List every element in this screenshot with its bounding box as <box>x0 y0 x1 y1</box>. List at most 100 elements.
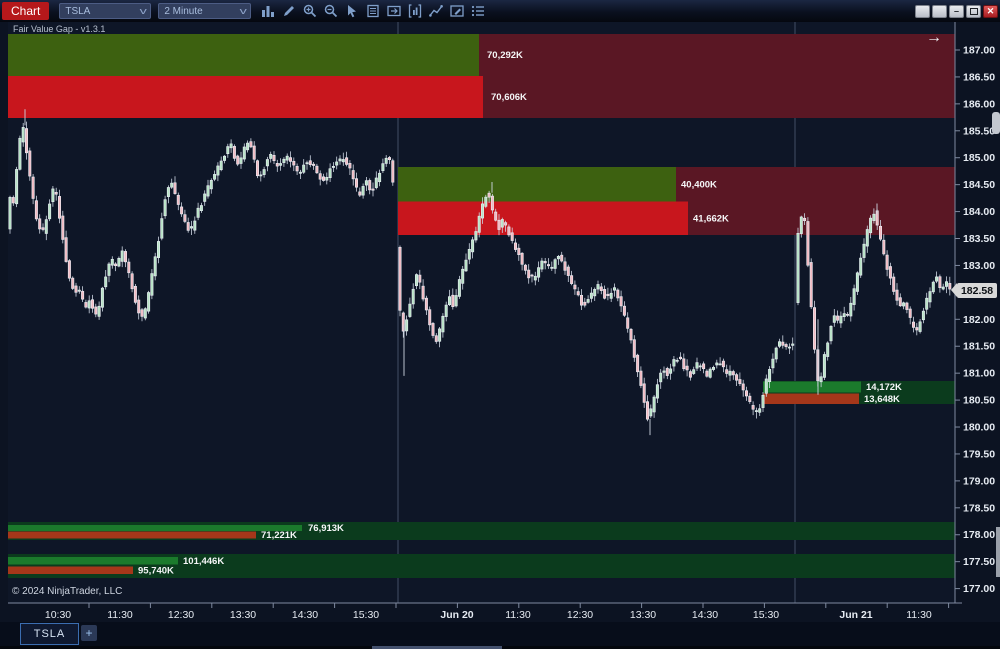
titlebar: Chart TSLA v 2 Minute v – ✕ <box>0 0 1000 22</box>
price-axis-label: 180.50 <box>963 395 995 407</box>
price-axis-label: 177.50 <box>963 556 995 568</box>
fvg-volume-label: 71,221K <box>261 530 297 541</box>
chart-trader-icon[interactable] <box>407 3 423 19</box>
window-buttons: – ✕ <box>915 4 998 18</box>
chevron-down-icon: v <box>239 6 247 16</box>
time-axis-label: 15:30 <box>353 609 379 621</box>
time-axis-label: 15:30 <box>753 609 779 621</box>
price-axis-label: 186.50 <box>963 71 995 83</box>
fvg-bearish-bar <box>398 201 688 235</box>
fvg-bullish-bar <box>763 381 861 393</box>
scroll-to-latest-arrow-icon[interactable]: → <box>926 29 942 46</box>
fvg-bearish-bar <box>8 566 133 574</box>
blank-button-2[interactable] <box>932 4 947 18</box>
time-axis-label: 11:30 <box>906 609 932 621</box>
zoom-out-icon[interactable] <box>323 3 339 19</box>
drawing-tools-icon[interactable] <box>281 3 297 19</box>
price-axis[interactable]: 187.00 186.50 186.00 185.50 185.00 184.50 184.… <box>955 45 995 596</box>
time-axis-label: 11:30 <box>505 609 531 621</box>
time-axis-label: Jun 21 <box>839 609 872 621</box>
price-axis-label: 185.50 <box>963 125 995 137</box>
fvg-zone-upper-gap: 70,292K 70,606K <box>8 34 955 118</box>
price-axis-label: 177.00 <box>963 583 995 595</box>
time-axis-label: Jun 20 <box>440 609 473 621</box>
toolbar <box>260 3 486 19</box>
fvg-volume-label: 13,648K <box>864 394 900 405</box>
fvg-volume-label: 70,292K <box>487 50 523 61</box>
price-axis-label: 183.00 <box>963 260 995 272</box>
fvg-volume-label: 76,913K <box>308 523 344 534</box>
time-axis-label: 10:30 <box>45 609 71 621</box>
time-axis-label: 14:30 <box>292 609 318 621</box>
chevron-down-icon: v <box>139 6 147 16</box>
price-axis-label: 186.00 <box>963 98 995 110</box>
price-axis-label: 179.50 <box>963 448 995 460</box>
minimize-button[interactable]: – <box>949 4 964 18</box>
fvg-volume-label: 41,662K <box>693 213 729 224</box>
fvg-volume-label: 95,740K <box>138 565 174 576</box>
fvg-bullish-bar <box>398 167 676 202</box>
bottom-tabbar: TSLA + <box>0 622 1000 646</box>
price-axis-label: 182.00 <box>963 314 995 326</box>
trend-line-icon[interactable] <box>428 3 444 19</box>
interval-selector-value: 2 Minute <box>164 5 203 17</box>
alerts-panel-icon[interactable] <box>386 3 402 19</box>
right-edge-sliver <box>996 527 1000 577</box>
time-axis-label: 12:30 <box>168 609 194 621</box>
tab-tsla[interactable]: TSLA <box>20 623 79 645</box>
price-axis-label: 184.50 <box>963 179 995 191</box>
time-axis-label: 13:30 <box>630 609 656 621</box>
right-edge-sliver <box>992 112 1000 134</box>
time-axis[interactable]: 10:30 11:30 12:30 13:30 14:30 15:30 Jun 20 11:3… <box>45 603 950 621</box>
fvg-bullish-bar <box>8 34 479 76</box>
indicator-label: Fair Value Gap - v1.3.1 <box>13 24 106 34</box>
time-axis-label: 12:30 <box>567 609 593 621</box>
chart-menu-tab[interactable]: Chart <box>2 2 50 20</box>
last-price-badge: 182.58 <box>951 283 997 298</box>
price-axis-label: 181.50 <box>963 341 995 353</box>
fvg-volume-label: 40,400K <box>681 179 717 190</box>
add-tab-button[interactable]: + <box>81 625 97 641</box>
price-axis-label: 180.00 <box>963 422 995 434</box>
price-axis-label: 185.00 <box>963 152 995 164</box>
fvg-bullish-bar <box>8 557 178 565</box>
maximize-button[interactable] <box>966 4 981 18</box>
time-axis-label: 11:30 <box>107 609 133 621</box>
zoom-in-icon[interactable] <box>302 3 318 19</box>
fvg-volume-label: 14,172K <box>866 382 902 393</box>
chart-style-icon[interactable] <box>260 3 276 19</box>
cursor-icon[interactable] <box>344 3 360 19</box>
fvg-zone-lower-gap-1: 76,913K 71,221K <box>8 522 955 541</box>
price-axis-label: 187.00 <box>963 45 995 57</box>
blank-button-1[interactable] <box>915 4 930 18</box>
price-axis-label: 178.50 <box>963 502 995 514</box>
chart-plot-area[interactable] <box>8 22 955 603</box>
fvg-zone-lower-gap-2: 101,446K 95,740K <box>8 554 955 578</box>
instrument-selector[interactable]: TSLA v <box>59 3 152 19</box>
fvg-bearish-bar <box>763 393 859 404</box>
price-axis-label: 183.50 <box>963 233 995 245</box>
copyright-label: © 2024 NinjaTrader, LLC <box>12 586 123 597</box>
fvg-volume-label: 70,606K <box>491 92 527 103</box>
interval-selector[interactable]: 2 Minute v <box>158 3 252 19</box>
fvg-bearish-bar <box>8 76 483 118</box>
data-box-icon[interactable] <box>365 3 381 19</box>
time-axis-label: 13:30 <box>230 609 256 621</box>
fvg-volume-label: 101,446K <box>183 556 224 567</box>
price-axis-label: 181.00 <box>963 368 995 380</box>
window-bottom-edge <box>0 646 1000 649</box>
price-axis-label: 184.00 <box>963 206 995 218</box>
fvg-bearish-bar <box>8 531 256 539</box>
price-axis-label: 178.00 <box>963 529 995 541</box>
instrument-selector-value: TSLA <box>65 5 91 17</box>
time-axis-label: 14:30 <box>692 609 718 621</box>
properties-icon[interactable] <box>449 3 465 19</box>
fvg-zone-mid-gap: 40,400K 41,662K <box>398 167 955 235</box>
candlesticks <box>8 109 952 436</box>
indicators-list-icon[interactable] <box>470 3 486 19</box>
price-axis-label: 179.00 <box>963 475 995 487</box>
close-button[interactable]: ✕ <box>983 4 998 18</box>
